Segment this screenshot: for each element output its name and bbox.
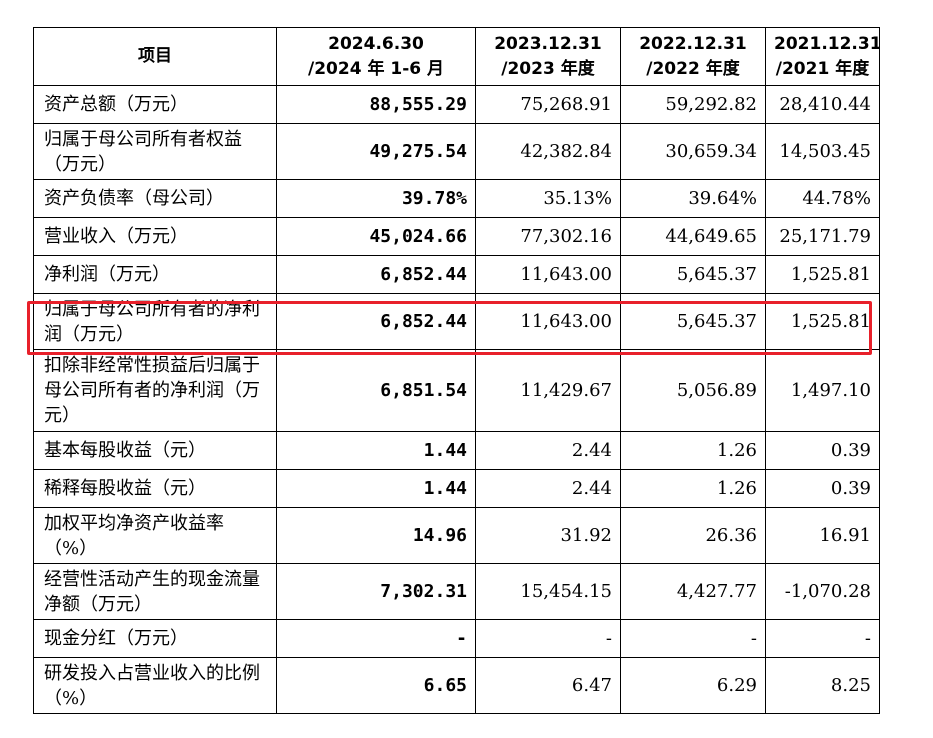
cell-2024h1: 1.44 bbox=[276, 469, 476, 508]
cell-2023: 2.44 bbox=[475, 469, 621, 508]
cell-2021: 8.25 bbox=[765, 657, 880, 714]
cell-2022: 1.26 bbox=[620, 469, 766, 508]
cell-2021: -1,070.28 bbox=[765, 563, 880, 620]
row-label: 归属于母公司所有者权益（万元） bbox=[33, 123, 277, 180]
cell-2023: 42,382.84 bbox=[475, 123, 621, 180]
cell-2021: 1,497.10 bbox=[765, 349, 880, 432]
cell-2022: 6.29 bbox=[620, 657, 766, 714]
cell-2023: 11,643.00 bbox=[475, 293, 621, 350]
row-label: 现金分红（万元） bbox=[33, 619, 277, 658]
table-row: 净利润（万元） 6,852.44 11,643.00 5,645.37 1,52… bbox=[33, 255, 880, 294]
table-row: 稀释每股收益（元） 1.44 2.44 1.26 0.39 bbox=[33, 469, 880, 508]
table-row: 归属于母公司所有者权益（万元） 49,275.54 42,382.84 30,6… bbox=[33, 123, 880, 180]
row-label: 加权平均净资产收益率（%） bbox=[33, 507, 277, 564]
cell-2023: 2.44 bbox=[475, 431, 621, 470]
header-2021: 2021.12.31/2021 年度 bbox=[765, 27, 880, 86]
cell-2022: 5,645.37 bbox=[620, 255, 766, 294]
cell-2022: 30,659.34 bbox=[620, 123, 766, 180]
cell-2024h1: 6,851.54 bbox=[276, 349, 476, 432]
table-row: 资产负债率（母公司） 39.78% 35.13% 39.64% 44.78% bbox=[33, 179, 880, 218]
cell-2022: 39.64% bbox=[620, 179, 766, 218]
cell-2022: 5,056.89 bbox=[620, 349, 766, 432]
cell-2021: 14,503.45 bbox=[765, 123, 880, 180]
row-label: 营业收入（万元） bbox=[33, 217, 277, 256]
cell-2021: 16.91 bbox=[765, 507, 880, 564]
cell-2021: 1,525.81 bbox=[765, 255, 880, 294]
table-row: 加权平均净资产收益率（%） 14.96 31.92 26.36 16.91 bbox=[33, 507, 880, 564]
cell-2024h1: 1.44 bbox=[276, 431, 476, 470]
cell-2024h1: 88,555.29 bbox=[276, 85, 476, 124]
cell-2023: 11,643.00 bbox=[475, 255, 621, 294]
cell-2021: 0.39 bbox=[765, 431, 880, 470]
cell-2021: 0.39 bbox=[765, 469, 880, 508]
cell-2022: 1.26 bbox=[620, 431, 766, 470]
row-label: 经营性活动产生的现金流量净额（万元） bbox=[33, 563, 277, 620]
row-label: 稀释每股收益（元） bbox=[33, 469, 277, 508]
cell-2023: 75,268.91 bbox=[475, 85, 621, 124]
cell-2024h1: 7,302.31 bbox=[276, 563, 476, 620]
cell-2024h1: 6,852.44 bbox=[276, 293, 476, 350]
cell-2023: - bbox=[475, 619, 621, 658]
row-label: 净利润（万元） bbox=[33, 255, 277, 294]
cell-2024h1: 14.96 bbox=[276, 507, 476, 564]
cell-2022: 44,649.65 bbox=[620, 217, 766, 256]
header-item: 项目 bbox=[33, 27, 277, 86]
cell-2021: 25,171.79 bbox=[765, 217, 880, 256]
cell-2022: - bbox=[620, 619, 766, 658]
row-label: 归属于母公司所有者的净利润（万元） bbox=[33, 293, 277, 350]
row-label: 资产负债率（母公司） bbox=[33, 179, 277, 218]
cell-2023: 77,302.16 bbox=[475, 217, 621, 256]
row-label: 资产总额（万元） bbox=[33, 85, 277, 124]
table-row-highlighted: 归属于母公司所有者的净利润（万元） 6,852.44 11,643.00 5,6… bbox=[33, 293, 880, 350]
cell-2023: 15,454.15 bbox=[475, 563, 621, 620]
cell-2022: 4,427.77 bbox=[620, 563, 766, 620]
cell-2022: 26.36 bbox=[620, 507, 766, 564]
cell-2021: - bbox=[765, 619, 880, 658]
cell-2023: 11,429.67 bbox=[475, 349, 621, 432]
cell-2024h1: 39.78% bbox=[276, 179, 476, 218]
cell-2024h1: 49,275.54 bbox=[276, 123, 476, 180]
table-row: 扣除非经常性损益后归属于母公司所有者的净利润（万元） 6,851.54 11,4… bbox=[33, 349, 880, 432]
cell-2024h1: 45,024.66 bbox=[276, 217, 476, 256]
table-row: 营业收入（万元） 45,024.66 77,302.16 44,649.65 2… bbox=[33, 217, 880, 256]
cell-2024h1: - bbox=[276, 619, 476, 658]
row-label: 基本每股收益（元） bbox=[33, 431, 277, 470]
cell-2024h1: 6,852.44 bbox=[276, 255, 476, 294]
row-label: 研发投入占营业收入的比例（%） bbox=[33, 657, 277, 714]
cell-2024h1: 6.65 bbox=[276, 657, 476, 714]
table-row: 基本每股收益（元） 1.44 2.44 1.26 0.39 bbox=[33, 431, 880, 470]
cell-2021: 44.78% bbox=[765, 179, 880, 218]
table-row: 经营性活动产生的现金流量净额（万元） 7,302.31 15,454.15 4,… bbox=[33, 563, 880, 620]
cell-2023: 6.47 bbox=[475, 657, 621, 714]
cell-2023: 35.13% bbox=[475, 179, 621, 218]
header-2022: 2022.12.31/2022 年度 bbox=[620, 27, 766, 86]
table-row: 资产总额（万元） 88,555.29 75,268.91 59,292.82 2… bbox=[33, 85, 880, 124]
cell-2022: 5,645.37 bbox=[620, 293, 766, 350]
header-row: 项目 2024.6.30/2024 年 1-6 月 2023.12.31/202… bbox=[33, 27, 880, 86]
cell-2021: 1,525.81 bbox=[765, 293, 880, 350]
table-row: 研发投入占营业收入的比例（%） 6.65 6.47 6.29 8.25 bbox=[33, 657, 880, 714]
financial-table-wrapper: 项目 2024.6.30/2024 年 1-6 月 2023.12.31/202… bbox=[33, 27, 880, 714]
header-2023: 2023.12.31/2023 年度 bbox=[475, 27, 621, 86]
cell-2022: 59,292.82 bbox=[620, 85, 766, 124]
cell-2021: 28,410.44 bbox=[765, 85, 880, 124]
financial-summary-table: 项目 2024.6.30/2024 年 1-6 月 2023.12.31/202… bbox=[33, 27, 880, 714]
row-label: 扣除非经常性损益后归属于母公司所有者的净利润（万元） bbox=[33, 349, 277, 432]
header-2024h1: 2024.6.30/2024 年 1-6 月 bbox=[276, 27, 476, 86]
cell-2023: 31.92 bbox=[475, 507, 621, 564]
table-row: 现金分红（万元） - - - - bbox=[33, 619, 880, 658]
